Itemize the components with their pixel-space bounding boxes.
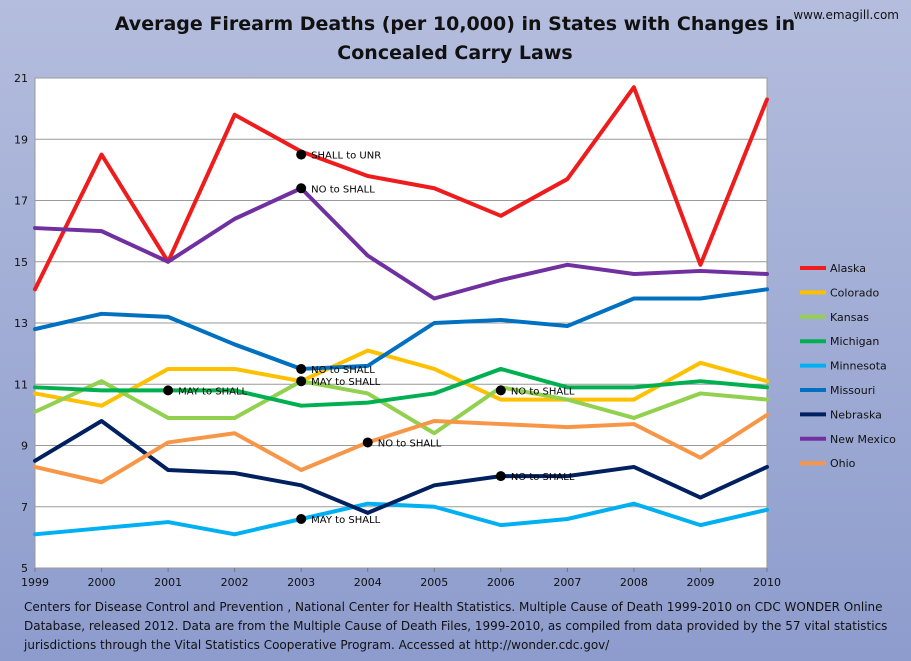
legend-label: Michigan xyxy=(830,335,879,348)
y-tick-label: 21 xyxy=(14,72,28,85)
annotation-marker xyxy=(362,437,373,448)
series-line-alaska xyxy=(33,85,769,292)
x-tick-label: 2000 xyxy=(88,576,116,589)
annotation-marker xyxy=(296,363,307,374)
annotation-label: MAY to SHALL xyxy=(311,515,380,526)
y-tick-label: 19 xyxy=(14,133,28,146)
annotation-label: NO to SHALL xyxy=(311,365,375,376)
legend-label: Nebraska xyxy=(830,408,882,421)
x-tick-label: 2003 xyxy=(287,576,315,589)
x-tick-label: 2006 xyxy=(487,576,515,589)
series-line-ohio xyxy=(33,412,769,485)
y-tick-label: 13 xyxy=(14,317,28,330)
x-tick-label: 2009 xyxy=(686,576,714,589)
y-tick-label: 15 xyxy=(14,256,28,269)
x-tick-label: 2002 xyxy=(221,576,249,589)
chart-title: Average Firearm Deaths (per 10,000) in S… xyxy=(114,13,796,64)
annotation-label: NO to SHALL xyxy=(378,438,442,449)
y-tick-label: 7 xyxy=(21,501,28,514)
legend-label: Kansas xyxy=(830,311,869,324)
legend-label: Minnesota xyxy=(830,360,887,373)
legend-label: New Mexico xyxy=(830,433,896,446)
y-tick-label: 17 xyxy=(14,195,28,208)
series-line-colorado xyxy=(33,348,769,408)
y-tick-label: 11 xyxy=(14,378,28,391)
annotation-marker xyxy=(495,471,506,482)
legend-label: Missouri xyxy=(830,384,875,397)
series-line-kansas xyxy=(33,379,769,436)
x-tick-label: 2001 xyxy=(154,576,182,589)
annotation-label: NO to SHALL xyxy=(511,386,575,397)
annotation-marker xyxy=(296,514,307,524)
annotation-marker xyxy=(495,385,506,396)
series-line-michigan xyxy=(33,366,769,408)
x-tick-label: 2007 xyxy=(553,576,581,589)
x-tick-label: 1999 xyxy=(21,576,49,589)
y-tick-label: 5 xyxy=(21,562,28,575)
annotation-label: SHALL to UNR xyxy=(311,151,381,162)
annotation-label: MAY to SHALL xyxy=(178,386,247,397)
annotation-label: NO to SHALL xyxy=(311,184,375,195)
legend-label: Colorado xyxy=(830,286,879,299)
x-tick-label: 2008 xyxy=(620,576,648,589)
series-line-missouri xyxy=(33,287,769,371)
y-tick-label: 9 xyxy=(21,440,28,453)
annotation-label: NO to SHALL xyxy=(511,472,575,483)
annotation-marker xyxy=(296,149,307,160)
site-credit: www.emagill.com xyxy=(793,8,899,22)
legend-label: Alaska xyxy=(830,262,866,275)
series-line-new-mexico xyxy=(33,186,769,301)
legend-label: Ohio xyxy=(830,457,856,470)
series-line-minnesota xyxy=(33,501,769,537)
annotation-marker xyxy=(163,385,174,396)
annotation-marker xyxy=(296,376,307,387)
annotation-marker xyxy=(296,183,307,194)
source-note: Centers for Disease Control and Preventi… xyxy=(24,600,888,652)
x-tick-label: 2004 xyxy=(354,576,382,589)
series-line-nebraska xyxy=(33,419,769,515)
annotation-label: MAY to SHALL xyxy=(311,377,380,388)
x-tick-label: 2005 xyxy=(420,576,448,589)
x-tick-label: 2010 xyxy=(753,576,781,589)
